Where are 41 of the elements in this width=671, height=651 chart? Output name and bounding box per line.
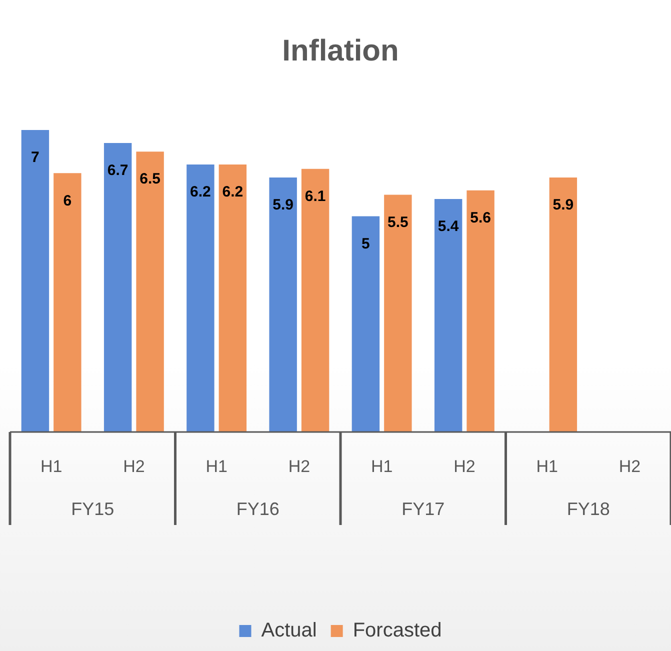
- bar: [434, 199, 462, 432]
- bar: [301, 168, 330, 432]
- bar: [269, 177, 297, 432]
- x-tick-label: H2: [618, 456, 641, 476]
- data-label: 6.2: [190, 184, 211, 201]
- bar: [186, 164, 214, 432]
- bar: [136, 152, 164, 432]
- data-label: 6.2: [222, 184, 244, 201]
- data-label: 7: [31, 149, 40, 166]
- data-label: 6.5: [140, 170, 160, 188]
- text: FY15: [71, 498, 114, 519]
- bar: [21, 130, 50, 432]
- bar: [104, 142, 132, 432]
- text: FY17: [402, 498, 445, 519]
- legend-label: Forcasted: [352, 620, 442, 642]
- bar: [466, 190, 494, 432]
- data-label: 5.6: [470, 210, 491, 227]
- bar: [54, 173, 82, 432]
- text: FY18: [566, 498, 610, 519]
- data-label: 5: [362, 235, 370, 252]
- text: FY16: [236, 498, 280, 519]
- data-label: 6.1: [304, 188, 326, 205]
- data-label: 5.4: [438, 218, 460, 236]
- x-tick-label: H2: [454, 456, 476, 476]
- data-label: 5.9: [272, 196, 294, 214]
- data-label: 6.7: [107, 162, 128, 180]
- data-label: 5.9: [552, 196, 574, 214]
- x-tick-label: H1: [536, 456, 558, 476]
- x-tick-label: H1: [206, 456, 228, 476]
- chart-title: Inflation: [282, 34, 399, 68]
- bar: [549, 177, 578, 432]
- x-tick-label: H1: [370, 456, 393, 476]
- data-label: 5.5: [387, 214, 408, 231]
- x-tick-label: H2: [288, 456, 310, 476]
- x-tick-label: H1: [40, 456, 62, 476]
- data-label: 6: [63, 192, 72, 210]
- bar: [218, 164, 247, 432]
- bar: [384, 194, 412, 432]
- x-tick-label: H2: [123, 456, 145, 476]
- bar: [352, 216, 380, 432]
- legend-label: Actual: [261, 620, 317, 642]
